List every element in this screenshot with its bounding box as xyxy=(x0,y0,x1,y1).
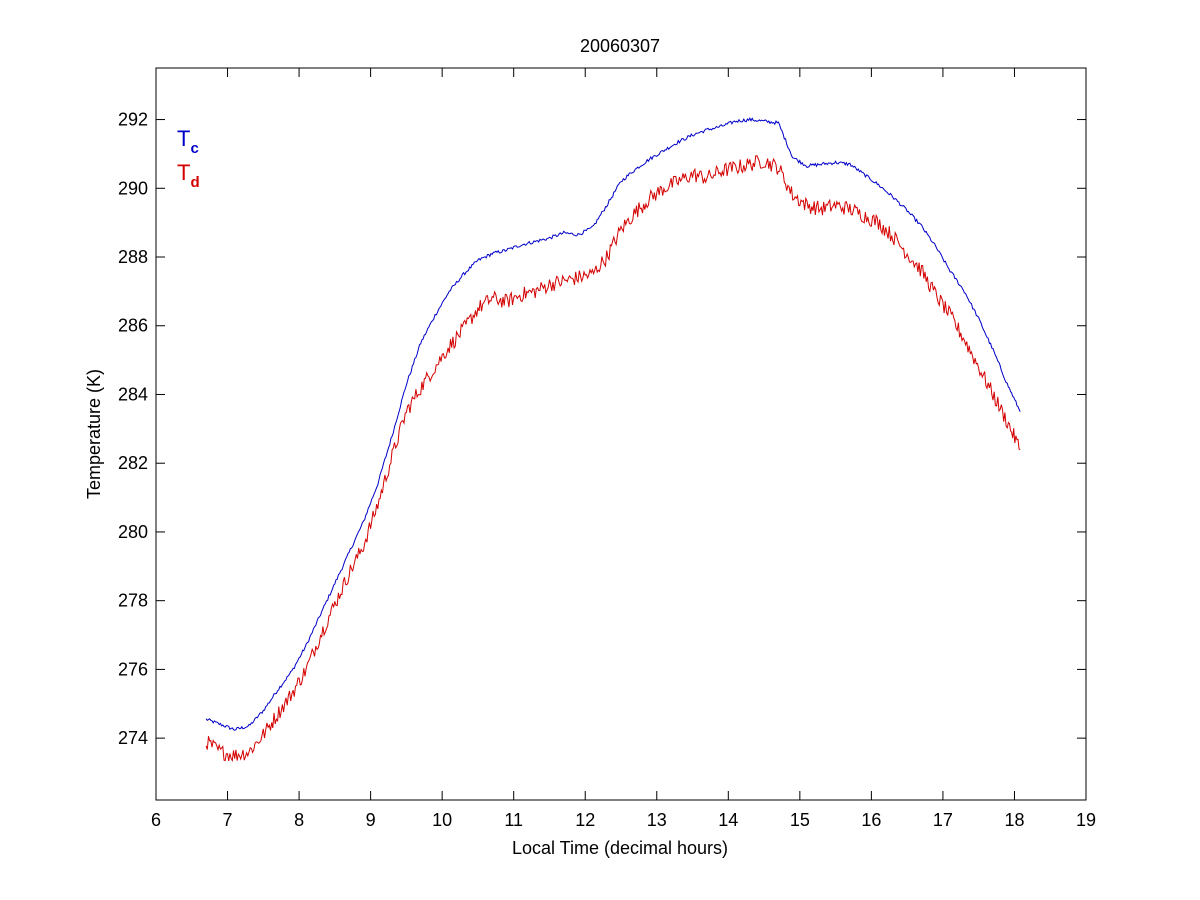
x-tick-label: 19 xyxy=(1076,810,1096,830)
legend-tc-main: T xyxy=(177,126,190,151)
x-tick-label: 17 xyxy=(933,810,953,830)
legend-td-main: T xyxy=(177,160,190,185)
y-axis-label: Temperature (K) xyxy=(84,369,104,499)
y-tick-label: 292 xyxy=(118,110,148,130)
y-tick-label: 278 xyxy=(118,591,148,611)
x-tick-label: 6 xyxy=(151,810,161,830)
legend-td-sub: d xyxy=(190,174,199,191)
y-tick-label: 280 xyxy=(118,522,148,542)
series-line-tc xyxy=(205,117,1021,731)
x-tick-label: 14 xyxy=(718,810,738,830)
x-tick-label: 18 xyxy=(1004,810,1024,830)
y-tick-label: 282 xyxy=(118,453,148,473)
legend-entry-tc: Tc xyxy=(177,126,199,157)
x-tick-label: 16 xyxy=(861,810,881,830)
y-tick-label: 276 xyxy=(118,659,148,679)
x-tick-label: 9 xyxy=(366,810,376,830)
y-tick-label: 284 xyxy=(118,384,148,404)
ticks-layer: 6 7 8 9 10 11 12 13 14 15 16 17 18 19 274 276 278 280 282 2… xyxy=(118,68,1096,830)
x-tick-label: 13 xyxy=(647,810,667,830)
series-line-td xyxy=(205,155,1021,763)
y-tick-label: 274 xyxy=(118,728,148,748)
legend: Tc Td xyxy=(177,126,200,191)
y-tick-label: 286 xyxy=(118,316,148,336)
legend-tc-sub: c xyxy=(190,140,198,157)
x-tick-label: 11 xyxy=(504,810,523,830)
x-axis-label: Local Time (decimal hours) xyxy=(512,838,728,858)
legend-entry-td: Td xyxy=(177,160,200,191)
x-tick-label: 15 xyxy=(790,810,810,830)
x-tick-label: 7 xyxy=(223,810,233,830)
chart-title: 20060307 xyxy=(580,36,660,56)
plot-area: 6 7 8 9 10 11 12 13 14 15 16 17 18 19 274 276 278 280 282 2… xyxy=(118,67,1096,830)
series-layer xyxy=(205,117,1021,763)
y-tick-label: 290 xyxy=(118,178,148,198)
x-tick-label: 12 xyxy=(575,810,595,830)
y-tick-label: 288 xyxy=(118,247,148,267)
x-tick-label: 8 xyxy=(294,810,304,830)
axes-box xyxy=(155,67,1087,801)
x-tick-label: 10 xyxy=(432,810,452,830)
